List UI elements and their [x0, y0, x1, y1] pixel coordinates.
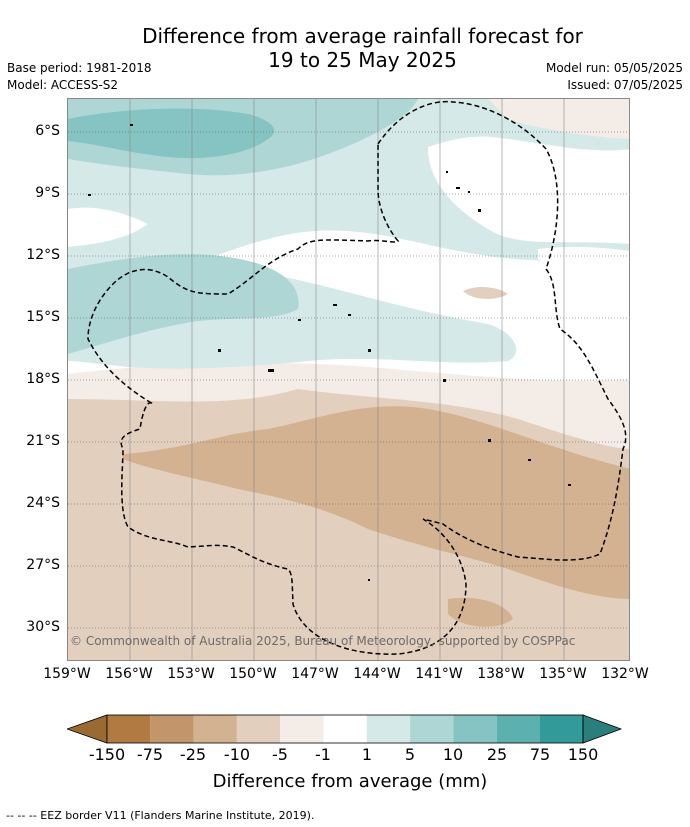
colorbar-swatch-4 [280, 715, 324, 743]
colorbar-tick-label: 25 [486, 745, 508, 764]
colorbar-tick-label: -1 [315, 745, 331, 764]
region-minus10-25 [123, 406, 629, 599]
colorbar [67, 714, 623, 744]
region-plus5-10-south [68, 254, 299, 354]
colorbar-tick-label: 75 [529, 745, 551, 764]
lat-label-15s: 15°S [26, 309, 60, 325]
copyright-notice: © Commonwealth of Australia 2025, Bureau… [70, 634, 576, 648]
colorbar-swatch-3 [236, 715, 281, 743]
eez-border-marquesas [87, 100, 627, 655]
colorbar-swatch-9 [496, 715, 540, 743]
lon-label-150w: 150°W [229, 666, 277, 682]
lon-label-156w: 156°W [105, 666, 153, 682]
colorbar-title: Difference from average (mm) [212, 771, 488, 792]
colorbar-tick-label: 1 [361, 745, 373, 764]
colorbar-tick-label: -75 [136, 745, 164, 764]
colorbar-swatch-6 [366, 715, 411, 743]
colorbar-swatch-5 [323, 715, 367, 743]
lon-label-159w: 159°W [43, 666, 91, 682]
colorbar-swatch-1 [150, 715, 194, 743]
model-run: Model run: 05/05/2025 [545, 61, 683, 75]
lon-label-141w: 141°W [415, 666, 463, 682]
region-dry-patch-east [463, 287, 508, 299]
issued-date: Issued: 07/05/2025 [567, 78, 683, 92]
colorbar-swatch-0 [107, 715, 151, 743]
lat-label-12s: 12°S [26, 247, 60, 263]
colorbar-tick-label: -10 [223, 745, 251, 764]
colorbar-tick-label: -150 [88, 745, 126, 764]
colorbar-over-arrow [582, 714, 623, 744]
lat-label-18s: 18°S [26, 371, 60, 387]
lat-label-24s: 24°S [26, 495, 60, 511]
region-neutral-left [68, 207, 148, 247]
islands [88, 124, 571, 581]
lat-label-9s: 9°S [35, 185, 60, 201]
colorbar-tick-label: 150 [567, 745, 599, 764]
colorbar-tick-label: -5 [272, 745, 288, 764]
lon-label-135w: 135°W [539, 666, 587, 682]
region-plus10-25 [68, 108, 275, 159]
colorbar-tick-label: -25 [179, 745, 207, 764]
map-title-line2: 19 to 25 May 2025 [268, 48, 457, 72]
region-neutral-top-right [488, 99, 629, 139]
colorbar-swatch-10 [540, 715, 583, 743]
lon-label-147w: 147°W [291, 666, 339, 682]
eez-legend-note: -- -- -- EEZ border V11 (Flanders Marine… [6, 809, 315, 822]
colorbar-swatch-2 [193, 715, 237, 743]
map-canvas [68, 99, 629, 660]
colorbar-tick-label: 10 [442, 745, 464, 764]
map-title-line1: Difference from average rainfall forecas… [142, 24, 583, 48]
lon-label-153w: 153°W [167, 666, 215, 682]
graticule [68, 131, 629, 629]
lat-label-6s: 6°S [35, 123, 60, 139]
colorbar-swatch-7 [410, 715, 454, 743]
lat-label-30s: 30°S [26, 619, 60, 635]
colorbar-under-arrow [67, 714, 108, 744]
region-minus10-25-south [448, 597, 513, 627]
lon-label-132w: 132°W [601, 666, 649, 682]
colorbar-swatch-8 [453, 715, 497, 743]
rainfall-map [67, 98, 630, 661]
lat-label-27s: 27°S [26, 557, 60, 573]
colorbar-tick-label: 5 [404, 745, 416, 764]
lon-label-144w: 144°W [353, 666, 401, 682]
base-period: Base period: 1981-2018 [7, 61, 152, 75]
lon-label-138w: 138°W [477, 666, 525, 682]
model-name: Model: ACCESS-S2 [7, 78, 119, 92]
lat-label-21s: 21°S [26, 433, 60, 449]
